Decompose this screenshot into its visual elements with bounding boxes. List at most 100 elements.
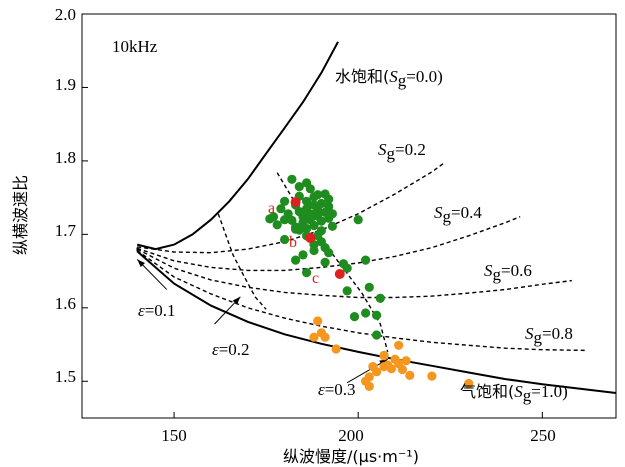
red-data-point — [305, 233, 316, 243]
curve-water-saturated — [136, 41, 339, 251]
label-eps01-sym: ε — [138, 301, 145, 320]
frequency-label: 10kHz — [112, 37, 158, 56]
green-data-point — [361, 308, 371, 318]
label-eps01-post: =0.1 — [145, 301, 176, 320]
green-data-point — [320, 257, 330, 267]
green-data-point — [302, 178, 312, 188]
y-tick-label: 1.8 — [55, 148, 76, 167]
green-data-point — [342, 286, 352, 296]
y-tick-label: 1.5 — [55, 367, 76, 386]
arrow-head-eps02 — [232, 296, 241, 305]
green-data-point — [302, 196, 312, 206]
y-axis-title: 纵横波速比 — [11, 175, 30, 255]
orange-data-point — [397, 364, 407, 375]
orange-data-point — [464, 378, 474, 389]
x-tick-label: 150 — [161, 426, 187, 445]
green-data-point — [302, 268, 312, 278]
label-eps01: ε=0.1 — [138, 301, 176, 320]
green-data-point — [280, 234, 290, 245]
label-sg06-sym: S — [484, 261, 493, 280]
green-data-point — [280, 215, 290, 225]
green-data-point — [324, 194, 334, 204]
point-labels: a b c — [268, 200, 319, 287]
y-tick-label: 1.7 — [55, 221, 77, 240]
green-data-point — [272, 220, 282, 230]
orange-data-point — [331, 344, 341, 354]
plot-frame — [81, 13, 617, 419]
x-tick-labels: 150 200 250 — [161, 426, 556, 445]
green-data-point — [364, 282, 374, 292]
label-gas-saturated-sub: g — [523, 386, 532, 405]
label-eps03: ε=0.3 — [318, 380, 356, 399]
orange-data-point — [320, 332, 330, 342]
label-gas-saturated-sym: S — [514, 382, 523, 401]
orange-data-point — [368, 362, 378, 372]
y-tick-label: 1.9 — [55, 75, 76, 94]
green-data-point — [302, 223, 312, 234]
label-water-saturated-post: =0.0) — [406, 67, 443, 86]
green-data-point — [291, 222, 301, 232]
orange-data-point — [427, 371, 437, 381]
label-sg06-sub: g — [493, 265, 502, 284]
x-tick-label: 250 — [530, 426, 556, 445]
label-gas-saturated-pre: 气饱和( — [460, 382, 514, 401]
red-data-point — [334, 269, 345, 279]
point-label-a: a — [268, 200, 275, 217]
label-sg02-post: =0.2 — [395, 140, 426, 159]
orange-data-point — [405, 370, 415, 380]
green-data-point — [280, 196, 290, 206]
label-sg08-sym: S — [525, 324, 534, 343]
point-label-b: b — [289, 234, 297, 251]
green-data-point — [268, 212, 279, 222]
curve-eps02 — [217, 213, 267, 310]
tick-marks — [82, 13, 543, 418]
y-tick-labels: 1.5 1.6 1.7 1.8 1.9 2.0 — [55, 5, 77, 386]
arrow-head-eps01 — [137, 259, 145, 268]
green-data-point — [327, 209, 337, 219]
green-data-point — [372, 330, 382, 340]
green-data-point — [316, 216, 326, 226]
label-sg04-sub: g — [443, 207, 452, 226]
green-data-point — [309, 220, 319, 231]
label-sg06-post: =0.6 — [501, 261, 532, 280]
orange-data-point — [394, 340, 404, 350]
x-axis-title: 纵波慢度/(μs·m⁻¹) — [283, 447, 419, 466]
green-data-point — [361, 255, 371, 265]
label-sg08-post: =0.8 — [542, 324, 573, 343]
label-eps02: ε=0.2 — [212, 340, 250, 359]
orange-data-point — [401, 356, 411, 366]
label-eps02-post: =0.2 — [219, 340, 250, 359]
green-data-point — [372, 310, 382, 320]
label-sg04-sym: S — [434, 203, 443, 222]
green-data-point — [291, 255, 301, 265]
label-water-saturated-sym: S — [389, 67, 398, 86]
orange-data-point — [364, 372, 374, 382]
label-sg04: Sg=0.4 — [434, 203, 482, 226]
point-label-c: c — [312, 270, 319, 287]
green-data-point — [298, 250, 308, 260]
green-data-point — [349, 312, 360, 322]
label-water-saturated: 水饱和(Sg=0.0) — [335, 67, 443, 90]
orange-data-point — [383, 360, 393, 370]
red-data-point — [290, 197, 301, 207]
label-sg08: Sg=0.8 — [525, 324, 573, 347]
y-tick-label: 2.0 — [55, 5, 76, 24]
label-gas-saturated: 气饱和(Sg=1.0) — [460, 382, 568, 405]
label-water-saturated-sub: g — [398, 71, 407, 90]
label-sg06: Sg=0.6 — [484, 261, 532, 284]
label-sg04-post: =0.4 — [451, 203, 482, 222]
orange-data-point — [364, 381, 374, 391]
green-data-point — [313, 190, 323, 200]
orange-data-point — [313, 316, 323, 326]
green-data-point — [316, 198, 326, 209]
green-data-point — [294, 182, 304, 192]
green-data-point — [375, 293, 385, 303]
green-data-point — [313, 231, 323, 241]
data-points — [265, 174, 474, 391]
green-data-point — [287, 174, 297, 184]
label-sg02-sym: S — [378, 140, 387, 159]
y-tick-label: 1.6 — [55, 294, 76, 313]
curve-sg08 — [136, 249, 587, 352]
orange-data-point — [379, 351, 389, 361]
